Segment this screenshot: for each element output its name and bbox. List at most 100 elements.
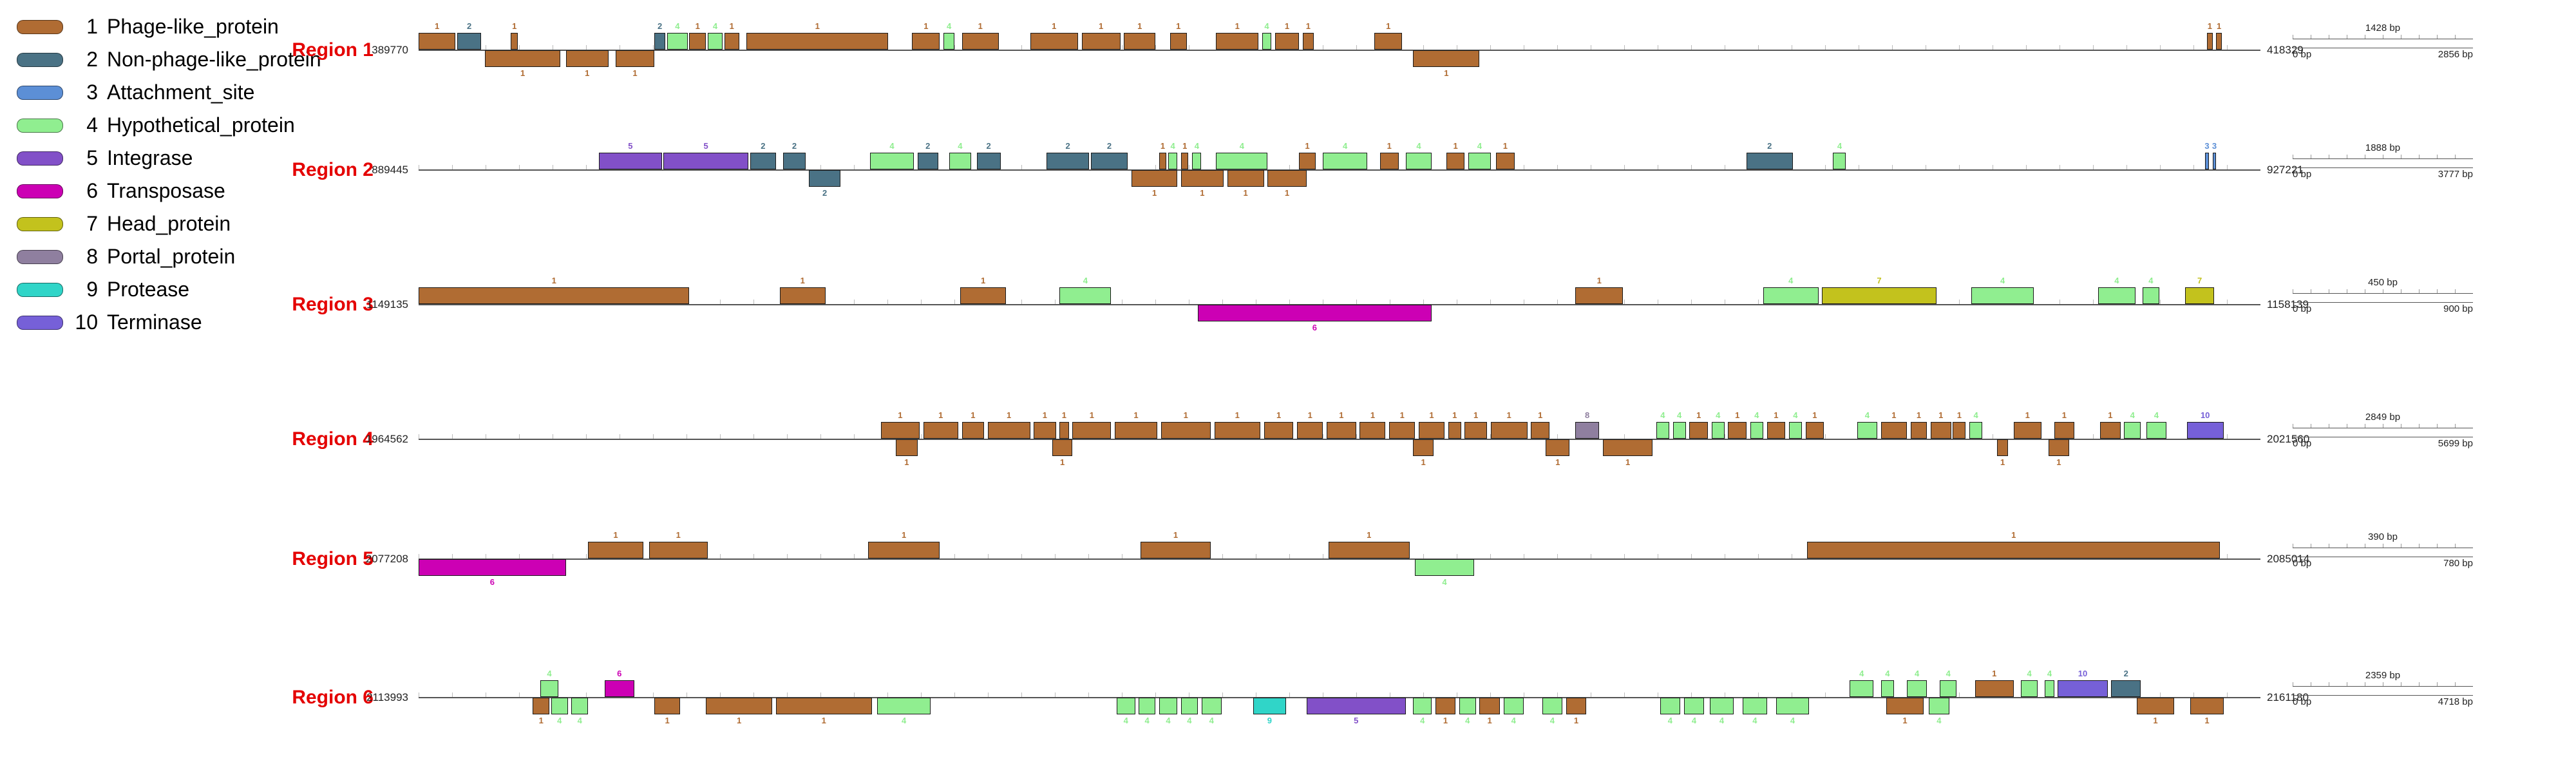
gene-phage-like-protein[interactable] <box>511 33 518 50</box>
gene-phage-like-protein[interactable] <box>1413 439 1434 456</box>
gene-hypothetical-protein[interactable] <box>1711 422 1725 439</box>
gene-phage-like-protein[interactable] <box>1446 153 1465 169</box>
gene-phage-like-protein[interactable] <box>960 287 1007 304</box>
gene-hypothetical-protein[interactable] <box>1168 153 1178 169</box>
gene-phage-like-protein[interactable] <box>1805 422 1824 439</box>
gene-phage-like-protein[interactable] <box>1689 422 1708 439</box>
gene-phage-like-protein[interactable] <box>1052 439 1073 456</box>
gene-hypothetical-protein[interactable] <box>1116 698 1135 714</box>
gene-phage-like-protein[interactable] <box>649 542 708 558</box>
gene-phage-like-protein[interactable] <box>1227 170 1264 187</box>
gene-hypothetical-protein[interactable] <box>1405 153 1432 169</box>
gene-phage-like-protein[interactable] <box>1214 422 1261 439</box>
gene-hypothetical-protein[interactable] <box>943 33 955 50</box>
gene-phage-like-protein[interactable] <box>1379 153 1399 169</box>
gene-phage-like-protein[interactable] <box>1997 439 2009 456</box>
gene-phage-like-protein[interactable] <box>689 33 706 50</box>
gene-hypothetical-protein[interactable] <box>1940 680 1957 697</box>
gene-phage-like-protein[interactable] <box>1374 33 1403 50</box>
gene-phage-like-protein[interactable] <box>1359 422 1386 439</box>
gene-phage-like-protein[interactable] <box>961 422 984 439</box>
gene-hypothetical-protein[interactable] <box>2021 680 2038 697</box>
gene-hypothetical-protein[interactable] <box>1415 559 1474 576</box>
gene-terminase[interactable] <box>2186 422 2224 439</box>
gene-hypothetical-protein[interactable] <box>949 153 971 169</box>
gene-hypothetical-protein[interactable] <box>571 698 589 714</box>
gene-attachment-site[interactable] <box>2212 153 2217 169</box>
gene-head-protein[interactable] <box>2184 287 2215 304</box>
gene-phage-like-protein[interactable] <box>1299 153 1316 169</box>
gene-phage-like-protein[interactable] <box>1496 153 1515 169</box>
gene-phage-like-protein[interactable] <box>1115 422 1157 439</box>
gene-hypothetical-protein[interactable] <box>1660 698 1681 714</box>
gene-phage-like-protein[interactable] <box>1566 698 1587 714</box>
gene-hypothetical-protein[interactable] <box>2045 680 2054 697</box>
gene-phage-like-protein[interactable] <box>923 422 958 439</box>
gene-phage-like-protein[interactable] <box>987 422 1030 439</box>
gene-hypothetical-protein[interactable] <box>708 33 723 50</box>
gene-phage-like-protein[interactable] <box>775 698 872 714</box>
gene-phage-like-protein[interactable] <box>2049 439 2069 456</box>
gene-phage-like-protein[interactable] <box>1326 422 1356 439</box>
gene-hypothetical-protein[interactable] <box>1192 153 1202 169</box>
gene-hypothetical-protein[interactable] <box>1683 698 1705 714</box>
gene-hypothetical-protein[interactable] <box>2124 422 2141 439</box>
gene-hypothetical-protein[interactable] <box>1906 680 1927 697</box>
gene-non-phage-like-protein[interactable] <box>976 153 1001 169</box>
gene-phage-like-protein[interactable] <box>779 287 826 304</box>
gene-non-phage-like-protein[interactable] <box>457 33 482 50</box>
gene-hypothetical-protein[interactable] <box>1929 698 1949 714</box>
gene-hypothetical-protein[interactable] <box>1763 287 1819 304</box>
gene-phage-like-protein[interactable] <box>1072 422 1112 439</box>
gene-protease[interactable] <box>1253 698 1287 714</box>
gene-hypothetical-protein[interactable] <box>667 33 688 50</box>
gene-non-phage-like-protein[interactable] <box>2111 680 2141 697</box>
gene-hypothetical-protein[interactable] <box>2146 422 2167 439</box>
gene-phage-like-protein[interactable] <box>1170 33 1187 50</box>
gene-phage-like-protein[interactable] <box>746 33 889 50</box>
gene-hypothetical-protein[interactable] <box>1969 422 1983 439</box>
gene-hypothetical-protein[interactable] <box>1459 698 1476 714</box>
gene-phage-like-protein[interactable] <box>1766 422 1786 439</box>
gene-non-phage-like-protein[interactable] <box>1747 153 1793 169</box>
gene-phage-like-protein[interactable] <box>1975 680 2014 697</box>
gene-hypothetical-protein[interactable] <box>1059 287 1112 304</box>
gene-phage-like-protein[interactable] <box>1328 542 1410 558</box>
gene-phage-like-protein[interactable] <box>1389 422 1416 439</box>
gene-head-protein[interactable] <box>1822 287 1937 304</box>
gene-non-phage-like-protein[interactable] <box>1090 153 1128 169</box>
gene-phage-like-protein[interactable] <box>1728 422 1747 439</box>
gene-phage-like-protein[interactable] <box>1181 170 1224 187</box>
gene-hypothetical-protein[interactable] <box>540 680 559 697</box>
gene-phage-like-protein[interactable] <box>1302 33 1314 50</box>
gene-hypothetical-protein[interactable] <box>869 153 914 169</box>
gene-phage-like-protein[interactable] <box>1464 422 1487 439</box>
gene-attachment-site[interactable] <box>2205 153 2209 169</box>
gene-hypothetical-protein[interactable] <box>551 698 568 714</box>
gene-phage-like-protein[interactable] <box>1216 33 1259 50</box>
gene-hypothetical-protein[interactable] <box>1776 698 1810 714</box>
gene-integrase[interactable] <box>1306 698 1406 714</box>
gene-phage-like-protein[interactable] <box>1160 422 1211 439</box>
gene-phage-like-protein[interactable] <box>1297 422 1323 439</box>
gene-hypothetical-protein[interactable] <box>877 698 931 714</box>
gene-phage-like-protein[interactable] <box>880 422 920 439</box>
gene-integrase[interactable] <box>663 153 748 169</box>
gene-hypothetical-protein[interactable] <box>1709 698 1734 714</box>
gene-hypothetical-protein[interactable] <box>1880 680 1894 697</box>
gene-phage-like-protein[interactable] <box>1267 170 1307 187</box>
gene-hypothetical-protein[interactable] <box>1833 153 1846 169</box>
gene-phage-like-protein[interactable] <box>2137 698 2174 714</box>
gene-hypothetical-protein[interactable] <box>1159 698 1178 714</box>
gene-phage-like-protein[interactable] <box>912 33 940 50</box>
gene-transposase[interactable] <box>1197 305 1432 321</box>
gene-phage-like-protein[interactable] <box>2216 33 2222 50</box>
gene-hypothetical-protein[interactable] <box>1262 33 1272 50</box>
gene-hypothetical-protein[interactable] <box>1139 698 1155 714</box>
gene-non-phage-like-protein[interactable] <box>1046 153 1090 169</box>
gene-hypothetical-protein[interactable] <box>1323 153 1367 169</box>
gene-phage-like-protein[interactable] <box>1159 153 1167 169</box>
gene-phage-like-protein[interactable] <box>1124 33 1155 50</box>
gene-phage-like-protein[interactable] <box>654 698 681 714</box>
gene-non-phage-like-protein[interactable] <box>783 153 806 169</box>
